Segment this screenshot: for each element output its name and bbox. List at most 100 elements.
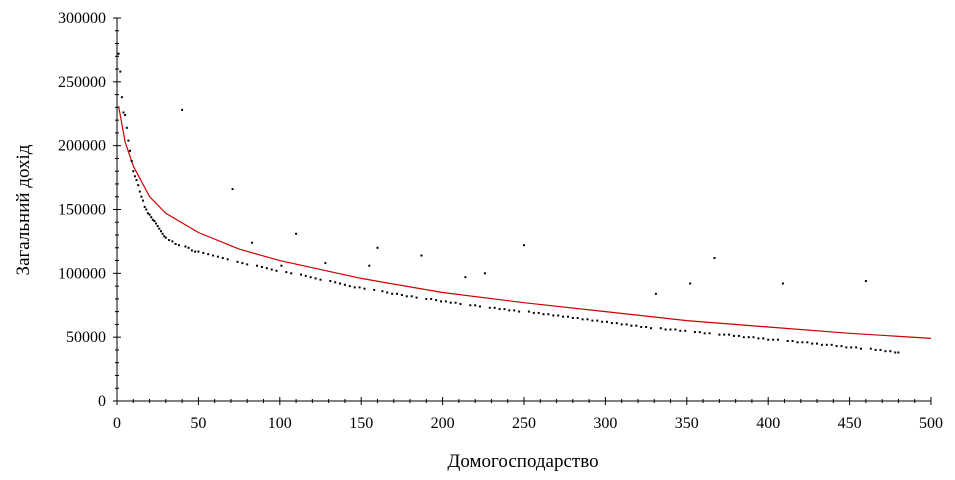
data-point [270, 268, 273, 271]
x-tick-label: 150 [349, 415, 373, 432]
data-point [241, 262, 244, 265]
data-point [669, 328, 672, 331]
data-point [181, 108, 184, 111]
data-point [864, 280, 867, 282]
data-point [777, 338, 779, 341]
data-point [850, 346, 853, 349]
data-point [142, 199, 144, 202]
data-point [132, 170, 135, 173]
data-point [708, 332, 711, 335]
data-point [630, 324, 633, 327]
data-point [820, 343, 823, 346]
data-point [207, 253, 210, 256]
data-point [894, 351, 897, 354]
data-point [645, 326, 648, 328]
data-point [290, 272, 293, 275]
data-point [518, 310, 521, 313]
data-point [187, 246, 190, 249]
data-point [728, 333, 731, 336]
data-point [119, 70, 122, 73]
data-point [591, 319, 594, 322]
data-point [140, 195, 143, 198]
data-point [664, 328, 667, 331]
data-point [150, 216, 153, 219]
data-point [757, 337, 760, 340]
data-point [161, 232, 164, 235]
data-point [860, 347, 862, 350]
data-point [153, 220, 156, 222]
data-point [174, 243, 177, 245]
data-point [723, 333, 726, 336]
x-tick-label: 500 [919, 415, 943, 432]
data-point [557, 314, 560, 317]
data-point [120, 96, 123, 99]
data-point [334, 281, 337, 284]
data-point [874, 348, 877, 351]
y-axis-title: Загальний дохід [13, 144, 34, 275]
data-point [479, 305, 481, 308]
data-point [581, 318, 584, 321]
data-point [285, 271, 288, 274]
data-point [567, 315, 569, 318]
data-point [405, 295, 408, 298]
data-point [552, 314, 555, 317]
data-point [483, 272, 486, 275]
x-tick-label: 300 [593, 415, 617, 432]
trend-line-group [118, 105, 932, 339]
data-point [454, 301, 457, 304]
data-point [562, 315, 565, 318]
data-point [295, 232, 298, 235]
data-point [513, 309, 516, 312]
data-point [151, 218, 154, 221]
data-point [212, 254, 215, 257]
data-point [137, 184, 140, 187]
data-point [897, 351, 900, 354]
data-point [772, 338, 775, 341]
x-tick-label: 100 [268, 415, 292, 432]
x-tick-label: 400 [756, 415, 780, 432]
data-point [386, 291, 389, 294]
data-point [537, 311, 540, 314]
data-point [256, 264, 258, 267]
data-point [459, 303, 462, 305]
data-point [811, 342, 814, 345]
x-tick-label: 450 [838, 415, 862, 432]
data-point [532, 311, 535, 314]
data-point [391, 292, 394, 295]
data-point [309, 276, 312, 279]
data-point [231, 188, 234, 191]
data-point [420, 254, 423, 257]
data-point [435, 299, 438, 302]
data-point [713, 257, 716, 259]
data-point [226, 258, 229, 261]
x-tick-label: 200 [431, 415, 455, 432]
data-point [752, 336, 755, 339]
data-point [410, 295, 413, 298]
data-point [251, 241, 254, 244]
data-point [879, 348, 882, 351]
data-point [869, 347, 872, 350]
data-point [615, 322, 618, 325]
data-point [781, 282, 784, 285]
data-point [216, 255, 219, 258]
data-point [825, 343, 828, 346]
data-point [576, 317, 579, 319]
data-point [155, 222, 158, 225]
data-point [190, 249, 193, 252]
x-tick-label: 50 [190, 415, 206, 432]
data-point [125, 126, 128, 129]
data-point [625, 323, 628, 326]
data-point [542, 313, 545, 316]
data-point [300, 273, 302, 276]
data-point [197, 250, 200, 253]
data-point [650, 327, 652, 330]
data-point [762, 337, 765, 340]
data-point [855, 346, 858, 349]
data-point [127, 139, 130, 142]
data-point [194, 250, 197, 253]
data-point [718, 333, 721, 336]
y-tick-label: 50000 [66, 329, 106, 346]
data-point [171, 240, 174, 243]
data-point [358, 286, 361, 289]
